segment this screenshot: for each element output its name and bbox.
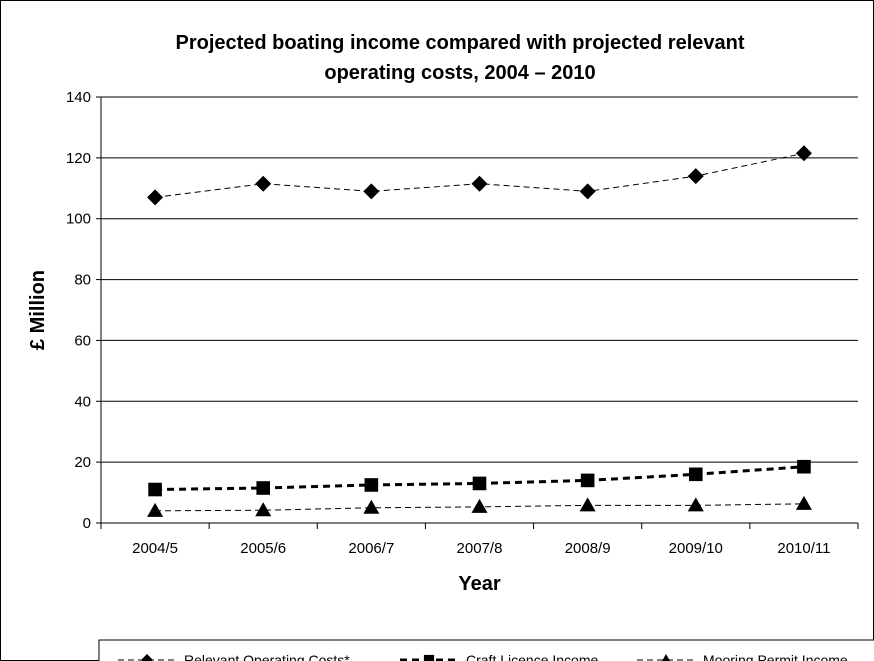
data-point	[147, 189, 164, 206]
data-point	[364, 478, 379, 492]
y-tick-label: 40	[74, 393, 91, 410]
data-point	[688, 467, 703, 482]
data-point	[579, 497, 596, 512]
legend-marker	[662, 654, 670, 661]
data-point	[797, 459, 811, 474]
legend-marker	[423, 654, 435, 661]
data-point	[256, 481, 271, 495]
y-tick-label: 80	[74, 272, 91, 289]
x-axis-label: Year	[458, 573, 500, 595]
y-tick-label: 0	[83, 515, 91, 532]
data-point	[471, 498, 488, 513]
x-tick-label: 2006/7	[348, 540, 394, 557]
data-point	[255, 175, 272, 192]
data-point	[580, 473, 595, 488]
y-tick-label: 100	[66, 211, 91, 228]
data-point	[148, 482, 162, 497]
x-tick-label: 2005/6	[240, 540, 286, 557]
chart-title-line-2: operating costs, 2004 – 2010	[324, 62, 596, 84]
data-point	[363, 183, 380, 200]
data-point	[471, 175, 488, 192]
legend-label: Relevant Operating Costs*	[184, 652, 350, 661]
data-point	[472, 476, 487, 491]
legend-label: Mooring Permit Income	[703, 652, 848, 661]
y-tick-label: 140	[66, 89, 91, 106]
data-point	[795, 145, 812, 162]
legend-label: Craft Licence Income	[466, 652, 598, 661]
legend-marker	[141, 654, 153, 661]
data-point	[687, 497, 704, 512]
x-tick-label: 2004/5	[132, 540, 178, 557]
x-tick-label: 2008/9	[565, 540, 611, 557]
data-point	[147, 502, 164, 517]
x-tick-label: 2009/10	[669, 540, 723, 557]
y-tick-label: 120	[66, 150, 91, 167]
legend	[98, 639, 874, 661]
y-tick-label: 20	[74, 454, 91, 471]
data-point	[363, 499, 380, 514]
data-point	[795, 495, 812, 510]
x-tick-label: 2010/11	[777, 540, 830, 557]
data-point	[687, 168, 704, 185]
data-point	[579, 183, 596, 200]
data-point	[255, 502, 272, 517]
y-axis-label: £ Million	[27, 270, 49, 350]
x-tick-label: 2007/8	[457, 540, 503, 557]
chart-title-line-1: Projected boating income compared with p…	[175, 32, 745, 54]
y-tick-label: 60	[74, 332, 91, 349]
